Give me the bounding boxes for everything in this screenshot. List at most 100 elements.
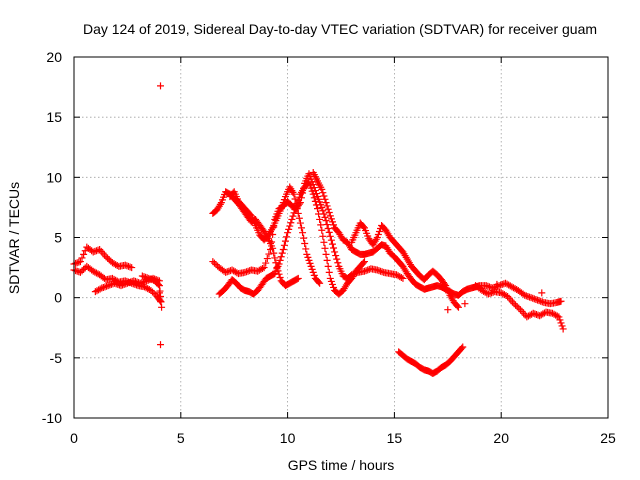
data-point [114, 280, 122, 288]
data-point [308, 187, 316, 195]
data-point [302, 245, 310, 253]
data-point [140, 273, 148, 281]
data-point [373, 234, 381, 241]
data-point [143, 274, 151, 282]
data-point [555, 313, 563, 321]
data-point [308, 265, 316, 273]
data-point [375, 267, 383, 275]
data-point [99, 283, 107, 291]
data-point [375, 227, 383, 235]
chart-title: Day 124 of 2019, Sidereal Day-to-day VTE… [83, 21, 597, 37]
data-point [535, 297, 543, 305]
data-point [444, 306, 452, 314]
data-point [145, 274, 153, 282]
data-point [231, 268, 239, 276]
data-point [80, 250, 88, 258]
data-point [78, 267, 86, 275]
data-point [278, 202, 286, 210]
data-point [106, 281, 114, 289]
data-point [270, 249, 278, 257]
y-tick-label: 15 [46, 109, 62, 125]
data-point [125, 279, 133, 287]
data-point [512, 301, 520, 309]
data-point [276, 274, 284, 282]
data-point [305, 178, 313, 186]
data-point [507, 296, 515, 304]
data-point [212, 261, 220, 269]
data-point [296, 219, 304, 227]
data-point [318, 185, 326, 193]
data-point [485, 283, 493, 291]
data-point [497, 281, 505, 289]
data-point [128, 264, 136, 272]
data-point [96, 246, 104, 254]
data-point [537, 297, 545, 305]
data-point [458, 344, 466, 352]
data-point [158, 303, 166, 311]
data-point [100, 251, 108, 259]
data-point [157, 341, 165, 349]
data-point [322, 217, 330, 225]
data-point [133, 278, 141, 286]
data-point [320, 192, 328, 200]
data-point [280, 196, 288, 204]
data-point [530, 295, 538, 303]
data-point [246, 211, 254, 219]
data-point [122, 280, 130, 288]
series-trace-h [226, 183, 324, 287]
data-point [317, 221, 325, 229]
data-point [359, 223, 367, 231]
data-point [289, 212, 297, 220]
data-point [309, 268, 317, 276]
data-point [100, 274, 108, 282]
data-point [328, 240, 336, 248]
data-point [306, 181, 314, 189]
data-point [311, 197, 319, 205]
data-point [332, 252, 340, 260]
data-point [378, 268, 386, 276]
data-point [280, 241, 288, 249]
data-point [288, 215, 296, 223]
data-point [92, 247, 100, 255]
data-point [222, 268, 230, 276]
data-point [362, 267, 370, 275]
data-point [377, 267, 385, 275]
y-axis-label: SDTVAR / TECUs [6, 182, 22, 294]
data-point [316, 279, 324, 287]
data-point [121, 261, 129, 269]
series-trace-i [309, 169, 565, 308]
data-point [454, 303, 462, 311]
data-point [373, 266, 381, 274]
data-point [399, 274, 407, 282]
series-trace-f [209, 170, 407, 282]
data-point [259, 264, 267, 272]
data-point [513, 303, 521, 311]
data-point [521, 291, 529, 299]
data-point [94, 246, 102, 254]
data-point [322, 199, 330, 207]
data-point [531, 310, 539, 318]
data-point [117, 282, 125, 290]
data-point [325, 209, 333, 217]
data-point [223, 268, 231, 276]
data-point [306, 259, 314, 267]
data-point [271, 254, 279, 262]
data-point [364, 266, 372, 274]
data-point [309, 190, 317, 198]
data-point [75, 258, 83, 266]
data-point [360, 258, 368, 266]
series-trace-g [215, 178, 368, 298]
data-point [327, 215, 335, 223]
data-point [123, 279, 131, 287]
data-point [321, 213, 329, 221]
y-tick-label: -10 [42, 410, 62, 426]
data-point [526, 293, 534, 301]
data-point [268, 238, 276, 246]
data-point [101, 283, 109, 291]
data-point [123, 262, 131, 270]
data-point [265, 250, 273, 258]
data-point [321, 244, 329, 252]
y-tick-label: 5 [54, 230, 62, 246]
data-point [486, 289, 494, 297]
data-point [127, 278, 135, 286]
